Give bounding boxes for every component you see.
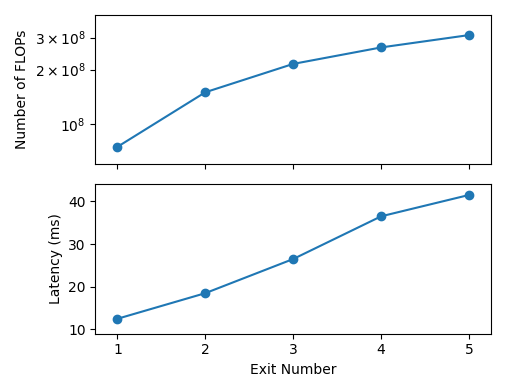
X-axis label: Exit Number: Exit Number [249,363,336,377]
Y-axis label: Latency (ms): Latency (ms) [48,214,63,305]
Y-axis label: Number of FLOPs: Number of FLOPs [15,30,29,149]
